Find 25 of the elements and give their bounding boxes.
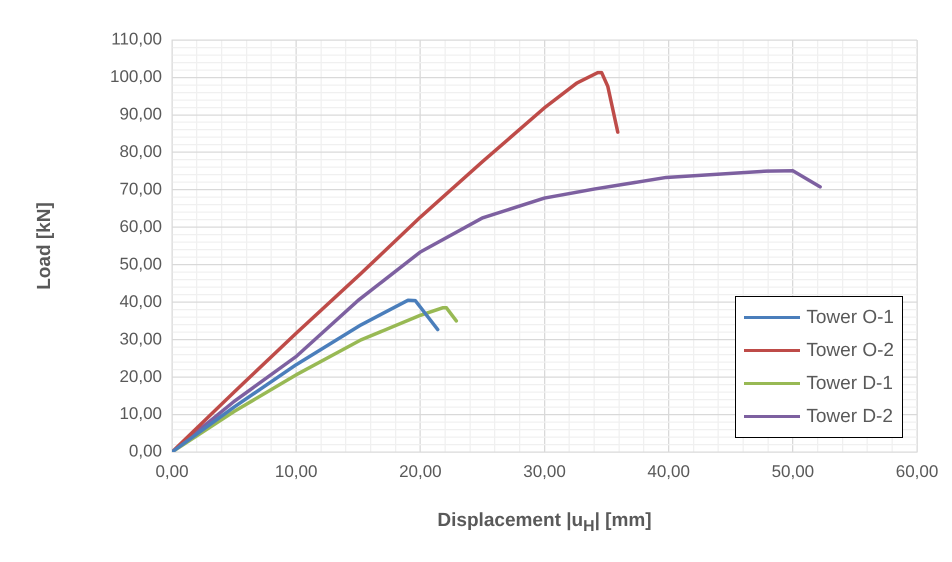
x-tick-label: 60,00 — [896, 462, 938, 481]
y-tick-label: 70,00 — [119, 180, 162, 199]
x-tick-label: 10,00 — [274, 462, 318, 481]
legend-label: Tower D-1 — [806, 372, 893, 394]
x-tick-label: 50,00 — [772, 462, 814, 481]
x-tick-label: 30,00 — [523, 462, 566, 481]
y-tick-label: 90,00 — [119, 104, 162, 124]
y-tick-label: 10,00 — [119, 404, 162, 424]
legend-label: Tower D-2 — [806, 406, 893, 428]
legend-label: Tower O-1 — [806, 306, 894, 328]
y-tick-label: 30,00 — [119, 329, 162, 348]
x-axis-title: Displacement |u$_{H}$| [mm] — [436, 510, 653, 536]
y-tick-label: 20,00 — [119, 366, 162, 386]
y-tick-label: 50,00 — [119, 254, 162, 274]
y-tick-label: 80,00 — [119, 142, 162, 162]
legend-label: Tower O-2 — [806, 340, 894, 362]
x-tick-label: 0,00 — [155, 462, 189, 481]
x-tick-label: 20,00 — [399, 462, 442, 481]
y-tick-label: 100,00 — [110, 67, 162, 86]
y-tick-label: 40,00 — [119, 292, 162, 311]
x-tick-label: 40,00 — [647, 462, 690, 481]
y-tick-label: 60,00 — [119, 216, 162, 236]
y-axis-title: Load [kN] — [34, 202, 56, 290]
y-tick-label: 110,00 — [111, 30, 162, 49]
y-tick-label: 0,00 — [128, 442, 162, 461]
